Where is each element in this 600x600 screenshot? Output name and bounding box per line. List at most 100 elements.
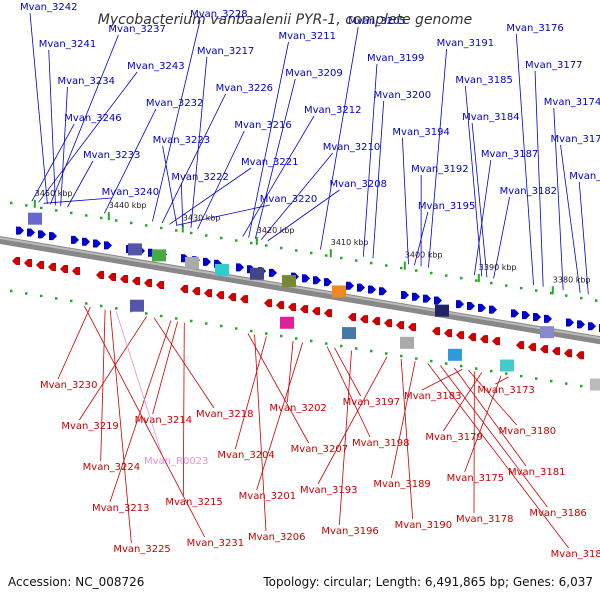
reverse-gene-labels[interactable]: Mvan_3230 Mvan_3219 Mvan_3224 Mvan_3213 Mvan…: [40, 305, 600, 560]
ruler-tick-label: 3450 kbp: [35, 189, 73, 198]
forward-gene-label[interactable]: Mvan_3172: [551, 134, 600, 145]
reverse-gene-label[interactable]: Mvan_3189: [373, 479, 430, 490]
forward-gene-label[interactable]: Mvan_3209: [285, 68, 342, 79]
reverse-gene-label[interactable]: Mvan_3214: [135, 415, 192, 426]
forward-gene-label[interactable]: Mvan_3174: [544, 97, 600, 108]
reverse-gene-arrow: [444, 329, 452, 338]
reverse-gene-label[interactable]: Mvan_3213: [92, 503, 149, 514]
reverse-gene-label[interactable]: Mvan_3215: [165, 497, 222, 508]
forward-gene-arrow: [566, 318, 574, 327]
forward-gene-label[interactable]: Mvan_3177: [525, 60, 582, 71]
forward-gene-label[interactable]: Mvan_3240: [102, 187, 159, 198]
forward-gene-label[interactable]: Mvan_3171: [569, 171, 600, 182]
forward-gene-label[interactable]: Mvan_3228: [190, 9, 247, 20]
reverse-gene-label[interactable]: Mvan_3206: [248, 532, 305, 543]
forward-gene-label[interactable]: Mvan_3232: [146, 98, 203, 109]
reverse-gene-arrow: [144, 279, 152, 288]
reverse-gene-arrow: [348, 313, 356, 322]
forward-gene-label[interactable]: Mvan_3192: [411, 164, 468, 175]
gene-leader-line: [317, 356, 388, 485]
forward-gene-label[interactable]: Mvan_3199: [367, 53, 424, 64]
forward-gene-label[interactable]: Mvan_3237: [108, 24, 165, 35]
reverse-gene-label[interactable]: Mvan_3173: [477, 385, 534, 396]
forward-gene-label[interactable]: Mvan_3176: [506, 23, 563, 34]
reverse-gene-label[interactable]: Mvan_3181: [508, 467, 565, 478]
forward-gene-label[interactable]: Mvan_3241: [39, 39, 96, 50]
forward-gene-label[interactable]: Mvan_3195: [418, 201, 475, 212]
reverse-gene-label[interactable]: Mvan_3197: [343, 397, 400, 408]
ruler-tick-label: 3390 kbp: [479, 263, 517, 272]
forward-gene-label[interactable]: Mvan_3220: [260, 194, 317, 205]
accession-text: Accession: NC_008726: [8, 575, 144, 589]
reverse-gene-label[interactable]: Mvan_3175: [447, 473, 504, 484]
forward-gene-label[interactable]: Mvan_3221: [241, 157, 298, 168]
forward-gene-label[interactable]: Mvan_3222: [171, 172, 228, 183]
forward-gene-arrow: [236, 263, 244, 272]
reverse-gene-arrow: [288, 303, 296, 312]
reverse-gene-arrow: [360, 315, 368, 324]
gene-features: [12, 212, 600, 391]
gene-leader-line: [254, 334, 267, 532]
forward-gene-arrow: [38, 230, 46, 239]
forward-gene-label[interactable]: Mvan_3233: [83, 150, 140, 161]
reverse-gene-label[interactable]: Mvan_3201: [239, 491, 296, 502]
forward-gene-label[interactable]: Mvan_3187: [481, 149, 538, 160]
forward-gene-arrow: [82, 237, 90, 246]
forward-gene-label[interactable]: Mvan_3184: [462, 112, 519, 123]
gene-leader-line: [320, 26, 359, 250]
reverse-gene-arrow: [516, 341, 524, 350]
forward-gene-label[interactable]: Mvan_3194: [392, 127, 449, 138]
forward-gene-arrow: [104, 241, 112, 250]
reverse-gene-label[interactable]: Mvan_3193: [300, 485, 357, 496]
reverse-gene-label[interactable]: Mvan_3218: [196, 409, 253, 420]
forward-gene-label[interactable]: Mvan_3211: [279, 31, 336, 42]
reverse-gene-label[interactable]: Mvan_3230: [40, 380, 97, 391]
reverse-gene-label[interactable]: Mvan_3202: [269, 403, 326, 414]
reverse-gene-arrow: [384, 319, 392, 328]
forward-gene-label[interactable]: Mvan_3200: [374, 90, 431, 101]
gene-leader-line: [473, 159, 492, 276]
forward-gene-labels[interactable]: Mvan_3242 Mvan_3241 Mvan_3234 Mvan_3246 Mvan…: [20, 2, 600, 295]
reverse-gene-label[interactable]: Mvan_3219: [61, 421, 118, 432]
gene-leader-line: [78, 316, 147, 421]
forward-gene-label[interactable]: Mvan_3223: [153, 135, 210, 146]
reverse-gene-label[interactable]: Mvan_3204: [217, 450, 274, 461]
reverse-gene-label[interactable]: Mvan_3183: [404, 391, 461, 402]
reverse-gene-label[interactable]: Mvan_3196: [321, 526, 378, 537]
reverse-gene-label[interactable]: Mvan_3225: [113, 544, 170, 555]
forward-gene-arrow: [49, 232, 57, 241]
reverse-gene-label[interactable]: Mvan_3207: [291, 444, 348, 455]
reverse-gene-label[interactable]: Mvan_R0023: [144, 456, 208, 467]
reverse-gene-label[interactable]: Mvan_3198: [352, 438, 409, 449]
gene-leader-line: [254, 78, 296, 239]
forward-gene-label[interactable]: Mvan_3208: [329, 179, 386, 190]
forward-gene-label[interactable]: Mvan_3226: [216, 83, 273, 94]
forward-gene-label[interactable]: Mvan_3216: [234, 120, 291, 131]
reverse-gene-label[interactable]: Mvan_3186: [529, 508, 586, 519]
forward-gene-label[interactable]: Mvan_3246: [64, 113, 121, 124]
reverse-gene-label[interactable]: Mvan_3190: [395, 520, 452, 531]
gene-leader-line: [440, 365, 548, 508]
forward-gene-label[interactable]: Mvan_3205: [348, 16, 405, 27]
forward-gene-label[interactable]: Mvan_3234: [57, 76, 114, 87]
reverse-gene-label[interactable]: Mvan_3180: [499, 426, 556, 437]
gene-leader-line: [454, 367, 527, 467]
forward-gene-label[interactable]: Mvan_3217: [197, 46, 254, 57]
reverse-gene-label[interactable]: Mvan_3231: [187, 538, 244, 549]
forward-gene-label[interactable]: Mvan_3212: [304, 105, 361, 116]
forward-gene-label[interactable]: Mvan_3191: [437, 38, 494, 49]
forward-gene-label[interactable]: Mvan_3182: [500, 186, 557, 197]
forward-gene-label[interactable]: Mvan_3242: [20, 2, 77, 13]
gene-leader-line: [427, 363, 569, 549]
forward-gene-label[interactable]: Mvan_3185: [455, 75, 512, 86]
reverse-gene-label[interactable]: Mvan_3179: [425, 432, 482, 443]
ruler-tick: [107, 212, 110, 221]
genome-backbone: [0, 235, 600, 345]
reverse-gene-label[interactable]: Mvan_3188: [551, 549, 600, 560]
feature-block: [280, 316, 294, 329]
reverse-gene-label[interactable]: Mvan_3178: [456, 514, 513, 525]
reverse-gene-label[interactable]: Mvan_3224: [83, 462, 140, 473]
forward-gene-label[interactable]: Mvan_3243: [127, 61, 184, 72]
forward-gene-label[interactable]: Mvan_3210: [323, 142, 380, 153]
